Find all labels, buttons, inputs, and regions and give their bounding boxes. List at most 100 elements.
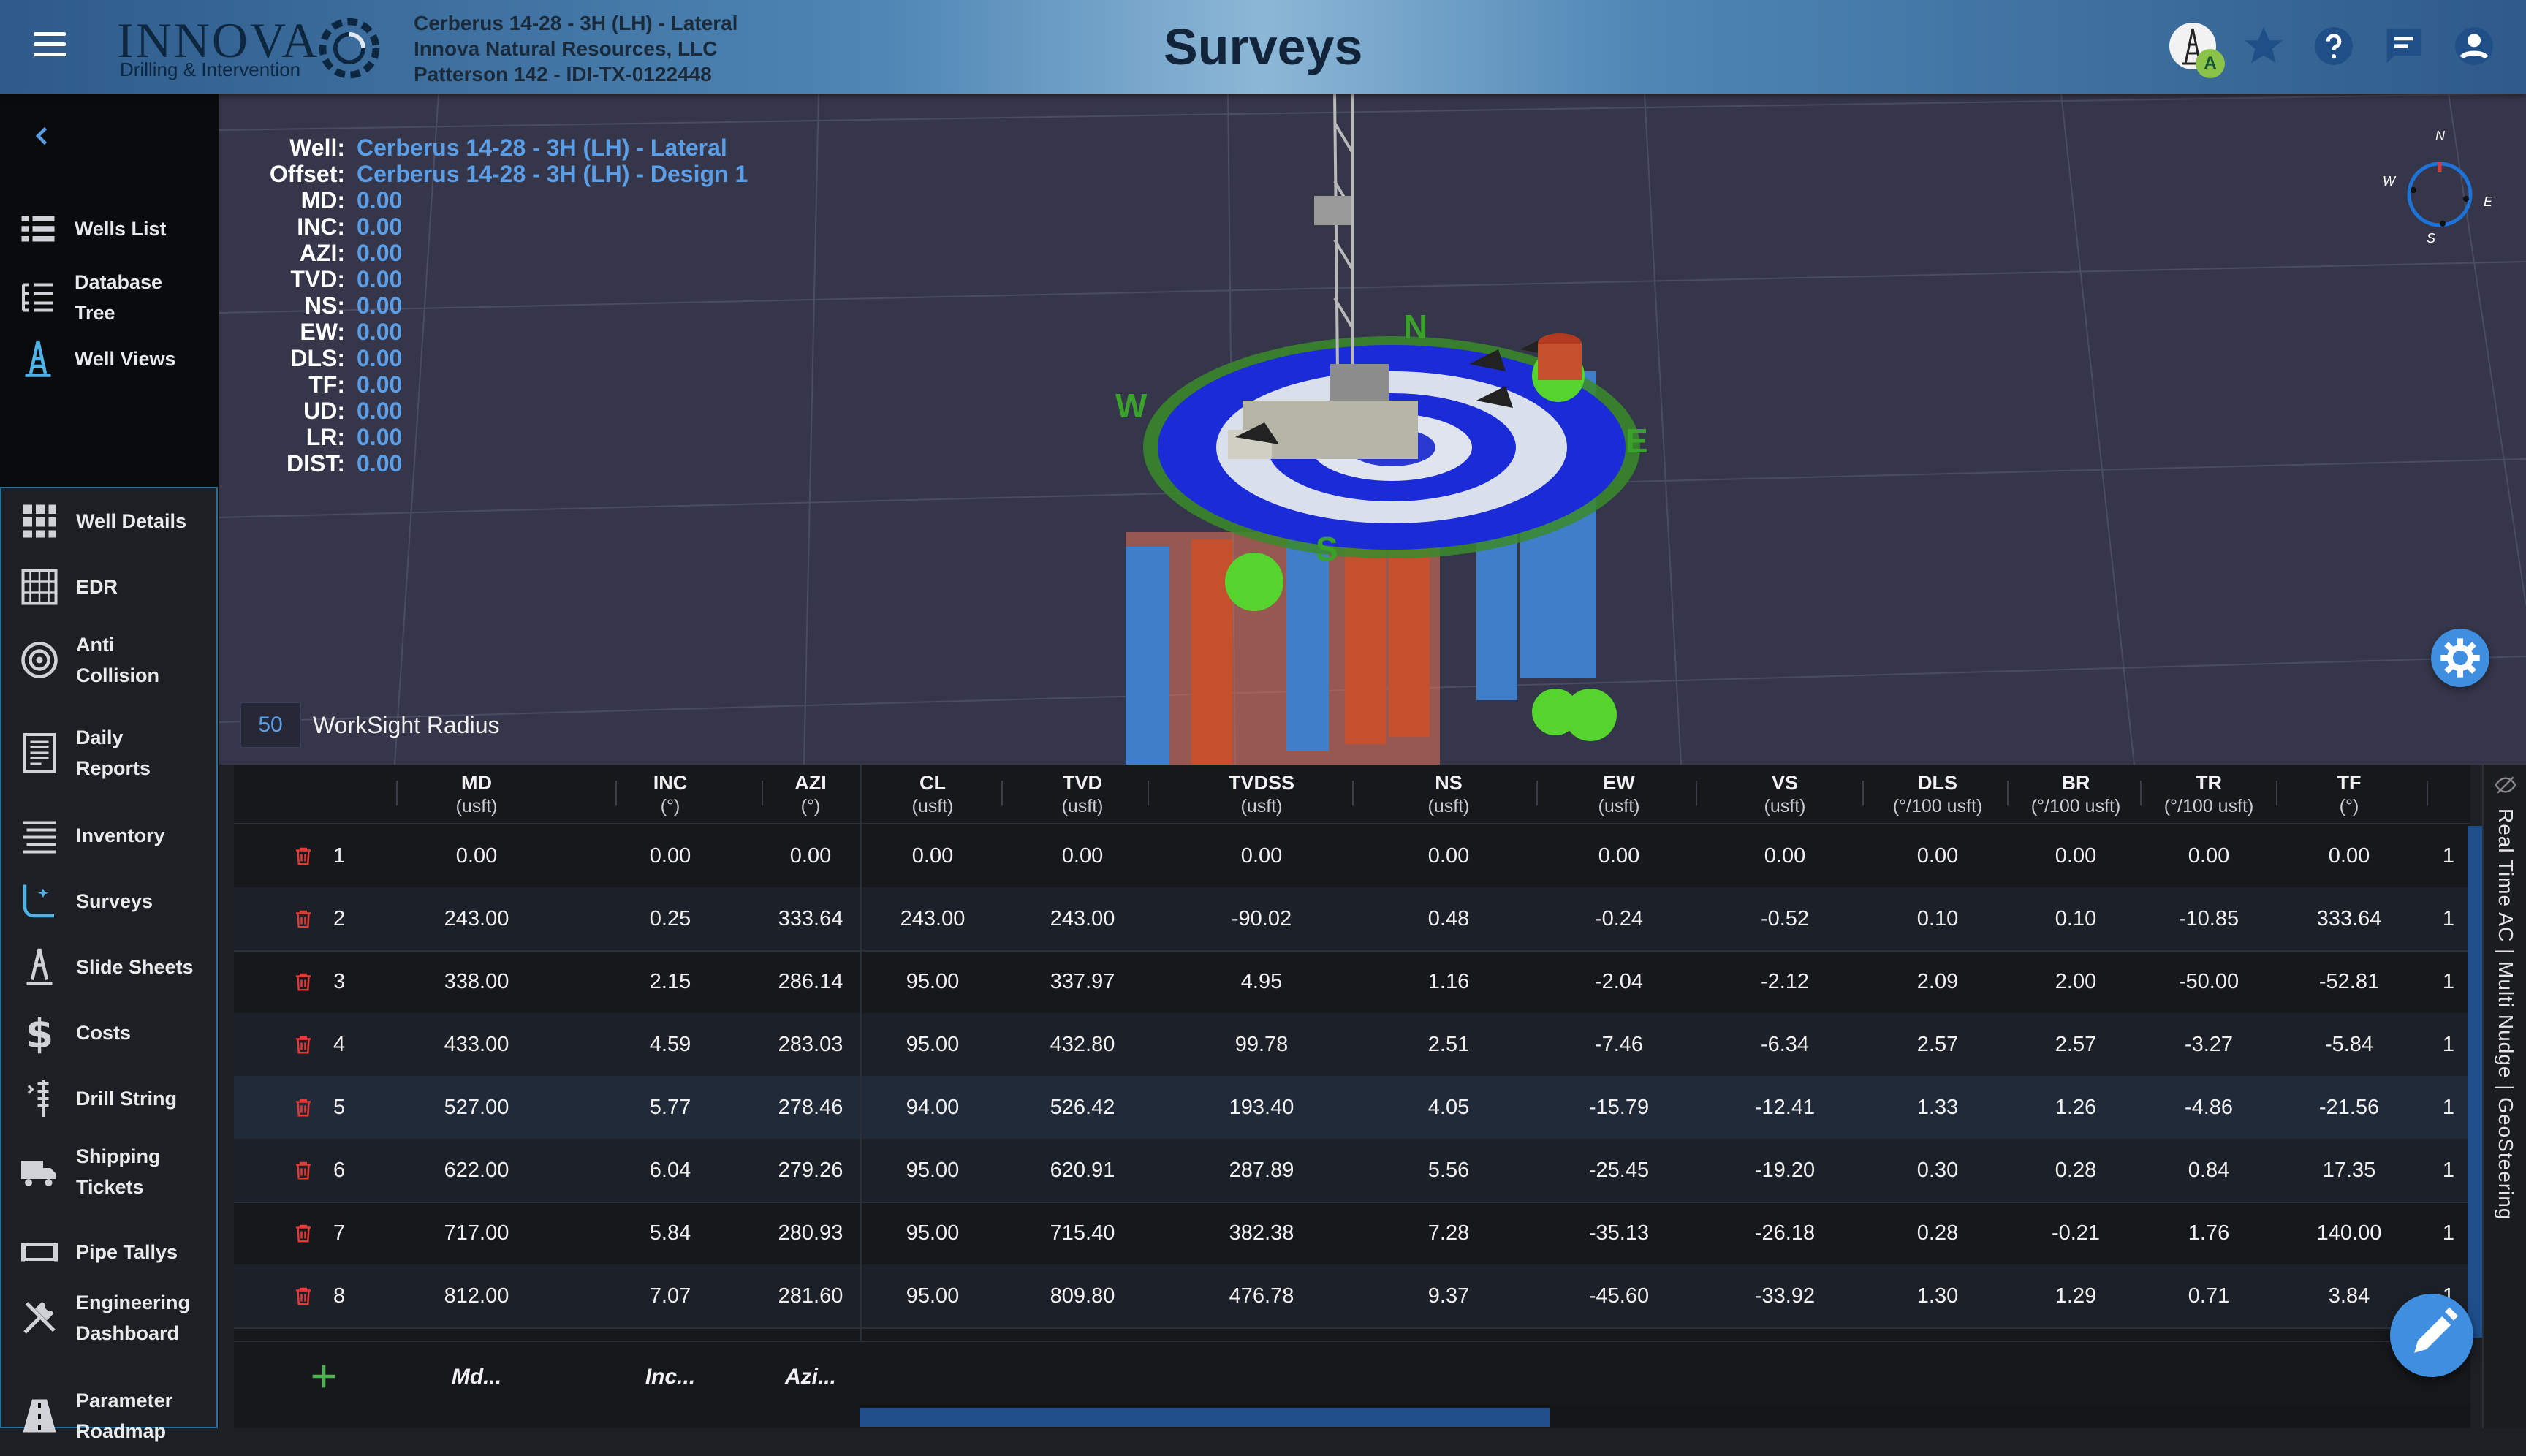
table-cell[interactable]: 17.35	[2322, 1159, 2376, 1182]
table-cell[interactable]: 382.38	[1229, 1221, 1294, 1245]
table-cell-clipped[interactable]: 1	[2442, 1096, 2455, 1119]
sidebar-item-pipe-tallys[interactable]: Pipe Tallys	[1, 1219, 221, 1285]
table-cell[interactable]: 527.00	[444, 1096, 509, 1119]
help-icon[interactable]	[2311, 23, 2356, 69]
table-cell[interactable]: 0.28	[1916, 1221, 1959, 1245]
table-cell[interactable]: -6.34	[1760, 1033, 1810, 1056]
table-cell-clipped[interactable]: 1	[2442, 970, 2455, 993]
column-header-ew[interactable]: EW (usft)	[1533, 772, 1704, 817]
table-cell[interactable]: 0.10	[1916, 907, 1959, 930]
chat-icon[interactable]	[2381, 23, 2427, 69]
table-cell[interactable]: 2.57	[2055, 1033, 2097, 1056]
table-cell[interactable]: 717.00	[444, 1221, 509, 1245]
table-cell[interactable]: 0.00	[2328, 844, 2370, 868]
table-cell[interactable]: 283.03	[778, 1033, 843, 1056]
side-tab-panel[interactable]: Real Time AC | Multi Nudge | GeoSteering	[2482, 765, 2526, 1428]
table-cell[interactable]: -52.81	[2318, 970, 2380, 993]
table-row[interactable]: 3 338.00 2.15 286.14 95.00 337.97 4.95 1.16 -2.0…	[234, 950, 2470, 1015]
table-cell-clipped[interactable]: 1	[2442, 1221, 2455, 1245]
delete-icon[interactable]	[292, 1095, 314, 1120]
table-cell[interactable]: 809.80	[1050, 1284, 1115, 1308]
table-cell[interactable]: 0.00	[1427, 844, 1470, 868]
sidebar-item-daily-reports[interactable]: Daily Reports	[1, 709, 221, 797]
table-cell[interactable]: -0.52	[1760, 907, 1810, 930]
delete-icon[interactable]	[292, 969, 314, 994]
table-cell[interactable]: -10.85	[2178, 907, 2239, 930]
column-header-ns[interactable]: NS (usft)	[1364, 772, 1533, 817]
sidebar-item-engineering-dashboard[interactable]: Engineering Dashboard	[1, 1278, 221, 1358]
table-cell[interactable]: 0.00	[789, 844, 832, 868]
table-cell[interactable]: -19.20	[1754, 1159, 1816, 1182]
table-cell[interactable]: 243.00	[1050, 907, 1115, 930]
table-cell[interactable]: -7.46	[1594, 1033, 1644, 1056]
side-tab-labels[interactable]: Real Time AC | Multi Nudge | GeoSteering	[2495, 808, 2517, 1221]
table-cell[interactable]: 0.00	[1598, 844, 1640, 868]
table-cell[interactable]: -90.02	[1231, 907, 1292, 930]
table-cell[interactable]: 622.00	[444, 1159, 509, 1182]
table-cell[interactable]: -15.79	[1588, 1096, 1650, 1119]
table-cell[interactable]: -0.21	[2051, 1221, 2101, 1245]
table-cell[interactable]: 7.07	[649, 1284, 691, 1308]
column-header-tvd[interactable]: TVD (usft)	[1006, 772, 1159, 817]
table-cell[interactable]: 526.42	[1050, 1096, 1115, 1119]
table-cell[interactable]: 286.14	[778, 970, 843, 993]
table-cell[interactable]: 95.00	[906, 970, 960, 993]
table-cell-clipped[interactable]: 1	[2442, 844, 2455, 868]
worksight-radius-input[interactable]: 50	[240, 702, 301, 748]
add-survey-icon[interactable]	[307, 1360, 341, 1393]
delete-icon[interactable]	[292, 1158, 314, 1183]
table-cell[interactable]: 338.00	[444, 970, 509, 993]
table-cell[interactable]: 0.48	[1427, 907, 1470, 930]
table-cell[interactable]: 95.00	[906, 1284, 960, 1308]
column-header-tvdss[interactable]: TVDSS (usft)	[1159, 772, 1364, 817]
table-cell[interactable]: 287.89	[1229, 1159, 1294, 1182]
table-cell[interactable]: -2.12	[1760, 970, 1810, 993]
table-cell[interactable]: 0.00	[1240, 844, 1283, 868]
column-header-cl[interactable]: CL (usft)	[860, 772, 1006, 817]
table-cell[interactable]: 5.77	[649, 1096, 691, 1119]
sidebar-item-database-tree[interactable]: Database Tree	[0, 265, 219, 330]
new-azi-input[interactable]: Azi...	[784, 1365, 836, 1389]
table-row[interactable]: 7 717.00 5.84 280.93 95.00 715.40 382.38 7.28 -3…	[234, 1202, 2470, 1266]
vertical-scrollbar[interactable]	[2468, 826, 2482, 1338]
table-cell[interactable]: 2.57	[1916, 1033, 1959, 1056]
table-cell[interactable]: -21.56	[2318, 1096, 2380, 1119]
table-cell[interactable]: 2.15	[649, 970, 691, 993]
sidebar-item-well-details[interactable]: Well Details	[1, 488, 221, 554]
table-cell[interactable]: 333.64	[2316, 907, 2382, 930]
avatar[interactable]: A	[2169, 23, 2225, 78]
table-row[interactable]: 1 0.00 0.00 0.00 0.00 0.00 0.00 0.00 0.00 0.00 0.0…	[234, 824, 2470, 889]
table-cell[interactable]: 281.60	[778, 1284, 843, 1308]
table-cell[interactable]: 0.30	[1916, 1159, 1959, 1182]
table-row[interactable]: 2 243.00 0.25 333.64 243.00 243.00 -90.02 0.48 -…	[234, 887, 2470, 952]
table-cell[interactable]: 99.78	[1234, 1033, 1289, 1056]
delete-icon[interactable]	[292, 1284, 314, 1308]
menu-icon[interactable]	[34, 32, 66, 61]
table-cell[interactable]: 333.64	[778, 907, 843, 930]
sidebar-item-drill-string[interactable]: Drill String	[1, 1066, 221, 1131]
table-cell[interactable]: 95.00	[906, 1033, 960, 1056]
new-md-input[interactable]: Md...	[451, 1365, 502, 1389]
table-cell[interactable]: -5.84	[2324, 1033, 2374, 1056]
table-cell[interactable]: 0.71	[2188, 1284, 2230, 1308]
table-cell[interactable]: 476.78	[1229, 1284, 1294, 1308]
table-cell[interactable]: 4.59	[649, 1033, 691, 1056]
column-header-tr[interactable]: TR (°/100 usft)	[2142, 772, 2276, 817]
delete-icon[interactable]	[292, 906, 314, 931]
table-cell[interactable]: 243.00	[900, 907, 966, 930]
3d-well-view[interactable]: N W E S Well: Cerberus 14-28 - 3H (LH) - …	[219, 94, 2526, 765]
table-row[interactable]: 8 812.00 7.07 281.60 95.00 809.80 476.78 9.37 -4…	[234, 1264, 2470, 1329]
table-cell[interactable]: 1.16	[1427, 970, 1470, 993]
table-cell[interactable]: 1.76	[2188, 1221, 2230, 1245]
table-cell[interactable]: 337.97	[1050, 970, 1115, 993]
table-cell[interactable]: 0.10	[2055, 907, 2097, 930]
table-cell-clipped[interactable]: 1	[2442, 907, 2455, 930]
table-cell[interactable]: 95.00	[906, 1221, 960, 1245]
table-cell[interactable]: 1.26	[2055, 1096, 2097, 1119]
sidebar-item-surveys[interactable]: Surveys	[1, 868, 221, 934]
sidebar-item-inventory[interactable]: Inventory	[1, 803, 221, 868]
table-row[interactable]: 5 527.00 5.77 278.46 94.00 526.42 193.40 4.05 -1…	[234, 1076, 2470, 1140]
table-cell[interactable]: -26.18	[1754, 1221, 1816, 1245]
column-header-tf[interactable]: TF (°)	[2276, 772, 2422, 817]
table-cell[interactable]: 9.37	[1427, 1284, 1470, 1308]
